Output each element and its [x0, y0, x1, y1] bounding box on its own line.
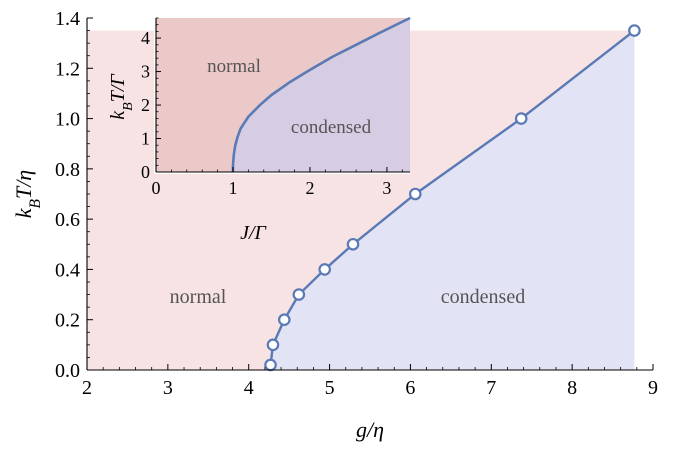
main-data-point: [277, 313, 291, 327]
inset-y-tick-label: 0: [141, 162, 150, 182]
main-y-tick-label: 0.4: [55, 259, 80, 281]
main-data-point: [292, 288, 306, 301]
main-x-tick-label: 5: [325, 377, 335, 399]
main-y-tick-label: 0.8: [55, 159, 80, 181]
main-y-tick-label: 1.0: [55, 109, 80, 131]
main-y-tick-label: 0.6: [55, 209, 80, 231]
inset-region-label-normal: normal: [207, 56, 261, 77]
inset-y-tick-label: 3: [141, 62, 150, 82]
main-y-tick-label: 1.4: [55, 8, 80, 30]
inset-y-tick-label: 1: [141, 129, 150, 149]
main-data-point: [266, 338, 280, 352]
main-region-condensed: [270, 30, 635, 370]
main-x-tick-label: 3: [163, 377, 173, 399]
inset-y-tick-label: 4: [141, 28, 150, 48]
inset-region-condensed: [232, 18, 410, 172]
inset-series-line: [231, 16, 411, 172]
main-y-tick-label: 0.2: [55, 310, 80, 332]
main-x-tick-label: 9: [648, 377, 658, 399]
main-x-tick-label: 6: [405, 377, 415, 399]
main-y-tick-label: 0.0: [55, 360, 80, 382]
inset-y-tick-label: 2: [141, 95, 150, 115]
main-data-point: [318, 263, 332, 276]
main-y-axis-label: kBT/η: [11, 170, 44, 218]
inset-x-tick-label: 2: [305, 178, 314, 198]
main-x-tick-label: 8: [567, 377, 577, 399]
inset-region-label-condensed: condensed: [291, 117, 372, 138]
inset-x-tick-label: 3: [382, 178, 391, 198]
main-region-label-normal: normal: [170, 286, 227, 308]
inset-y-axis-label: kBT/Γ: [107, 73, 136, 120]
inset-x-axis-label: J/Γ: [240, 222, 267, 244]
main-data-point: [264, 358, 277, 372]
main-x-tick-label: 7: [486, 377, 496, 399]
inset-x-tick-label: 0: [152, 178, 161, 198]
main-x-axis-label: g/η: [356, 417, 384, 442]
inset-x-tick-label: 1: [228, 178, 237, 198]
main-data-point: [628, 24, 641, 37]
main-region-label-condensed: condensed: [441, 286, 525, 308]
main-data-point: [408, 187, 422, 201]
main-data-point: [514, 112, 528, 125]
main-y-tick-label: 1.2: [55, 58, 80, 80]
main-data-point: [346, 237, 360, 251]
main-x-tick-label: 2: [82, 377, 92, 399]
main-x-tick-label: 4: [244, 377, 254, 399]
